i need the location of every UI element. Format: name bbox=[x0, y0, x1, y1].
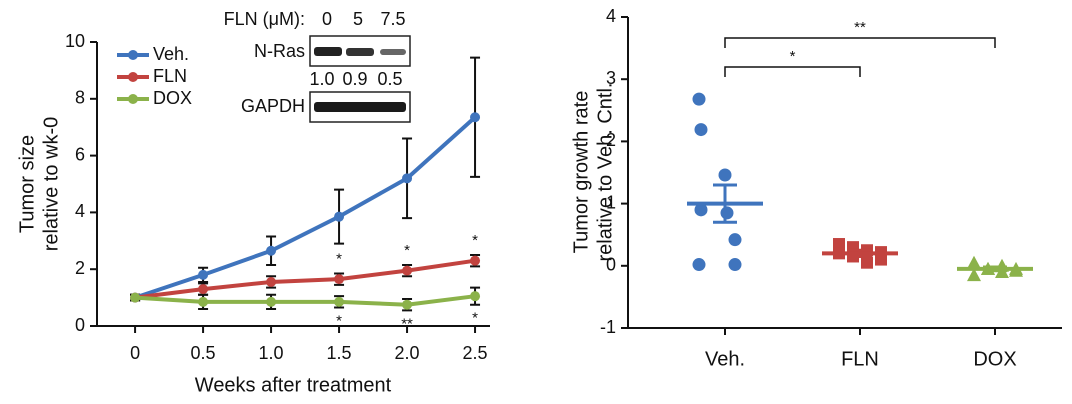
figure: Tumor size relative to wk-0 Weeks after … bbox=[0, 0, 1072, 404]
y-label: relative to wk-0 bbox=[40, 117, 62, 252]
x-label: Weeks after treatment bbox=[195, 374, 392, 396]
y-tick-label: 2 bbox=[606, 130, 616, 150]
y-tick-label: 3 bbox=[606, 68, 616, 88]
point bbox=[266, 277, 276, 287]
significance: * bbox=[790, 48, 796, 65]
line bbox=[135, 117, 475, 297]
point bbox=[266, 297, 276, 307]
legend-label: Veh. bbox=[153, 44, 189, 64]
point bbox=[693, 258, 706, 271]
x-tick-label: 1.5 bbox=[327, 343, 352, 363]
legend-label: FLN bbox=[153, 66, 187, 86]
point bbox=[861, 257, 873, 269]
y-label: Tumor size bbox=[16, 135, 38, 233]
point bbox=[470, 112, 480, 122]
significance: * bbox=[472, 310, 478, 327]
y-tick-label: 4 bbox=[75, 201, 85, 221]
significance: * bbox=[472, 232, 478, 249]
y-tick-label: 2 bbox=[75, 258, 85, 278]
blot-title: FLN (μM): bbox=[224, 9, 305, 29]
blot-dose: 5 bbox=[353, 9, 363, 29]
x-tick-label: 2.0 bbox=[395, 343, 420, 363]
point bbox=[402, 173, 412, 183]
y-tick-label: -1 bbox=[600, 317, 616, 337]
x-tick-label: DOX bbox=[973, 348, 1016, 370]
point bbox=[721, 206, 734, 219]
point bbox=[967, 256, 981, 269]
blot-quantification: 0.9 bbox=[342, 69, 367, 89]
x-tick-label: Veh. bbox=[705, 348, 745, 370]
blot-band-label: N-Ras bbox=[254, 41, 305, 61]
point bbox=[875, 254, 887, 266]
blot-band-label: GAPDH bbox=[241, 96, 305, 116]
point bbox=[266, 246, 276, 256]
point bbox=[402, 266, 412, 276]
point bbox=[198, 297, 208, 307]
point bbox=[334, 212, 344, 222]
point bbox=[334, 297, 344, 307]
y-tick-label: 0 bbox=[75, 315, 85, 335]
y-tick-label: 1 bbox=[606, 192, 616, 212]
point bbox=[729, 233, 742, 246]
point bbox=[719, 168, 732, 181]
y-label: relative to Veh. Cntl. bbox=[594, 83, 616, 262]
blot-quantification: 1.0 bbox=[309, 69, 334, 89]
y-tick-label: 0 bbox=[606, 255, 616, 275]
blot-dose: 0 bbox=[322, 9, 332, 29]
blot-quantification: 0.5 bbox=[377, 69, 402, 89]
x-tick-label: 0.5 bbox=[191, 343, 216, 363]
point bbox=[470, 291, 480, 301]
x-tick-label: 2.5 bbox=[463, 343, 488, 363]
x-tick-label: 0 bbox=[130, 343, 140, 363]
x-tick-label: FLN bbox=[841, 348, 879, 370]
y-tick-label: 6 bbox=[75, 144, 85, 164]
line bbox=[135, 296, 475, 305]
y-tick-label: 10 bbox=[65, 31, 85, 51]
point bbox=[693, 93, 706, 106]
x-tick-label: 1.0 bbox=[259, 343, 284, 363]
point bbox=[729, 258, 742, 271]
point bbox=[402, 300, 412, 310]
point bbox=[198, 284, 208, 294]
blot-dose: 7.5 bbox=[380, 9, 405, 29]
legend-marker bbox=[128, 94, 138, 104]
legend-marker bbox=[128, 72, 138, 82]
significance: * bbox=[336, 250, 342, 267]
bracket bbox=[725, 38, 995, 48]
point bbox=[470, 256, 480, 266]
significance: ** bbox=[401, 315, 413, 332]
point bbox=[130, 293, 140, 303]
y-tick-label: 4 bbox=[606, 6, 616, 26]
point bbox=[198, 270, 208, 280]
y-tick-label: 8 bbox=[75, 88, 85, 108]
bracket bbox=[725, 67, 860, 77]
significance: * bbox=[404, 242, 410, 259]
significance: ** bbox=[854, 19, 866, 36]
point bbox=[695, 123, 708, 136]
significance: * bbox=[336, 313, 342, 330]
axes bbox=[628, 17, 1062, 328]
legend-marker bbox=[128, 50, 138, 60]
point bbox=[334, 274, 344, 284]
legend-label: DOX bbox=[153, 88, 192, 108]
y-label: Tumor growth rate bbox=[570, 91, 592, 254]
